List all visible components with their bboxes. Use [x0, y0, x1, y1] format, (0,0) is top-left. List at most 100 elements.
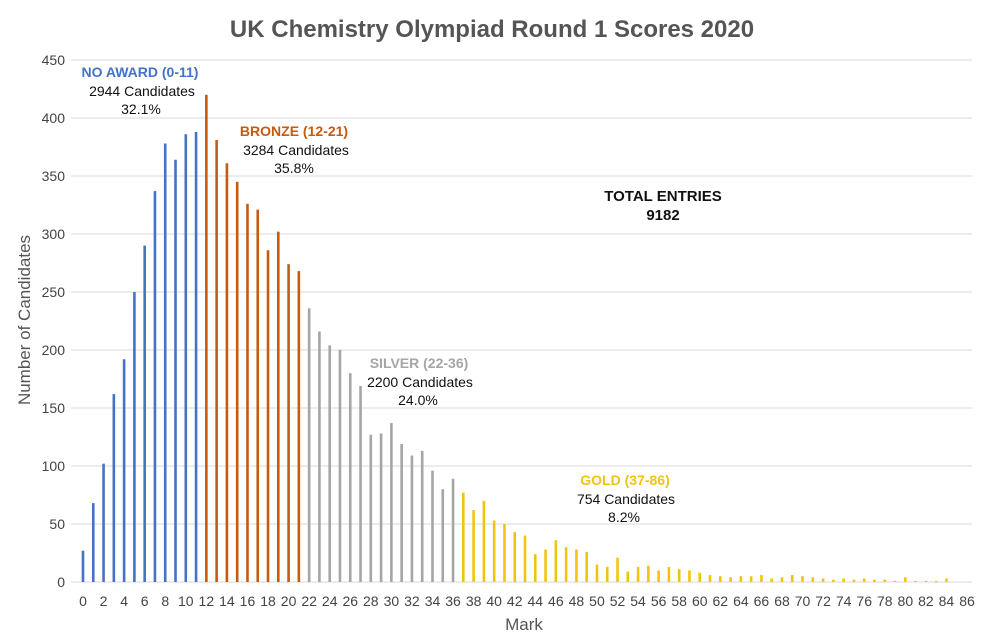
bar-mark-84	[945, 578, 948, 582]
x-tick-label: 78	[877, 593, 893, 609]
bar-mark-15	[235, 181, 239, 583]
bar-mark-37	[462, 492, 465, 582]
bar-mark-2	[102, 463, 105, 582]
bar-mark-46	[554, 540, 558, 582]
x-tick-label: 28	[363, 593, 379, 609]
no-award-label: NO AWARD (0-11)	[82, 64, 199, 80]
bar-mark-29	[379, 433, 383, 582]
annotation-gold: GOLD (37-86) 754 Candidates 8.2%	[577, 472, 675, 525]
bar-mark-78	[883, 579, 887, 582]
annotation-total: TOTAL ENTRIES 9182	[604, 188, 722, 224]
x-tick-label: 68	[774, 593, 790, 609]
y-tick-label: 300	[42, 226, 66, 242]
bar-mark-8	[163, 143, 167, 582]
bar-mark-12	[205, 94, 208, 583]
x-tick-label: 60	[692, 593, 708, 609]
x-tick-label: 6	[141, 593, 149, 609]
bar-mark-82	[924, 580, 928, 582]
x-tick-label: 40	[486, 593, 502, 609]
y-axis-label: Number of Candidates	[15, 235, 34, 405]
y-tick-label: 100	[42, 458, 66, 474]
bar-mark-41	[503, 524, 506, 582]
bar-mark-57	[667, 566, 671, 582]
y-tick-label: 50	[49, 516, 65, 532]
x-tick-label: 18	[260, 593, 276, 609]
x-tick-label: 48	[569, 593, 585, 609]
bar-mark-69	[790, 575, 794, 582]
x-tick-label: 80	[898, 593, 914, 609]
bar-mark-35	[441, 489, 445, 582]
gold-label: GOLD (37-86)	[580, 472, 669, 488]
bar-mark-81	[914, 580, 917, 582]
bar-mark-28	[369, 434, 373, 582]
bar-mark-0	[81, 550, 85, 582]
y-tick-label: 350	[42, 168, 66, 184]
y-tick-label: 250	[42, 284, 66, 300]
bar-mark-65	[749, 576, 753, 582]
gold-percent: 8.2%	[608, 509, 640, 525]
bar-mark-53	[626, 571, 630, 582]
bronze-percent: 35.8%	[274, 160, 314, 176]
bar-mark-55	[647, 565, 650, 582]
bronze-candidates: 3284 Candidates	[243, 142, 349, 158]
bar-mark-5	[133, 292, 136, 582]
x-tick-label: 14	[219, 593, 235, 609]
x-tick-label: 24	[322, 593, 338, 609]
x-tick-label: 36	[445, 593, 461, 609]
bar-mark-13	[215, 140, 218, 583]
bar-mark-7	[153, 191, 157, 582]
bar-mark-33	[420, 450, 424, 582]
bar-mark-19	[277, 231, 280, 582]
bar-mark-68	[780, 577, 784, 582]
x-tick-label: 26	[342, 593, 358, 609]
bar-mark-24	[328, 345, 331, 582]
y-axis-ticks: 0 50 100 150 200 250 300 350 400 450	[42, 52, 66, 590]
bar-mark-74	[842, 578, 845, 582]
no-award-candidates: 2944 Candidates	[89, 83, 195, 99]
annotation-silver: SILVER (22-36) 2200 Candidates 24.0%	[367, 355, 473, 408]
x-tick-label: 22	[301, 593, 317, 609]
bar-mark-25	[338, 350, 342, 582]
bar-mark-76	[862, 578, 866, 582]
bar-mark-36	[451, 478, 455, 582]
bar-mark-63	[729, 577, 732, 582]
y-tick-label: 400	[42, 110, 66, 126]
x-tick-label: 12	[199, 593, 215, 609]
x-tick-label: 42	[507, 593, 523, 609]
bar-mark-77	[873, 579, 876, 582]
x-tick-label: 34	[425, 593, 441, 609]
bronze-label: BRONZE (12-21)	[240, 123, 348, 139]
bar-mark-23	[318, 331, 321, 582]
x-axis-label: Mark	[505, 615, 543, 634]
bar-mark-70	[801, 576, 804, 582]
x-tick-label: 72	[815, 593, 831, 609]
bar-mark-27	[359, 385, 362, 582]
bar-mark-60	[698, 572, 702, 582]
chart-title: UK Chemistry Olympiad Round 1 Scores 202…	[230, 16, 754, 43]
bar-mark-48	[575, 549, 578, 582]
bar-mark-83	[934, 580, 938, 582]
bar-mark-73	[832, 579, 835, 582]
bar-mark-50	[595, 564, 599, 582]
bar-mark-64	[739, 576, 743, 582]
bar-mark-52	[616, 557, 619, 582]
x-tick-label: 46	[548, 593, 564, 609]
x-tick-label: 56	[651, 593, 667, 609]
x-tick-label: 70	[795, 593, 811, 609]
bar-mark-51	[605, 566, 609, 582]
bar-mark-18	[266, 250, 270, 583]
bar-mark-16	[246, 203, 249, 582]
x-tick-label: 30	[384, 593, 400, 609]
x-tick-label: 8	[161, 593, 169, 609]
x-tick-label: 38	[466, 593, 482, 609]
x-tick-label: 20	[281, 593, 297, 609]
bar-mark-9	[174, 159, 177, 582]
bar-mark-54	[636, 566, 640, 582]
gold-candidates: 754 Candidates	[577, 491, 675, 507]
y-tick-label: 150	[42, 400, 66, 416]
bar-mark-22	[307, 308, 311, 582]
x-tick-label: 82	[918, 593, 934, 609]
bar-mark-26	[348, 373, 352, 582]
x-axis-ticks: 0 2 4 6 8 10 12 14 16 18 20 22 24 26 28 30 32 34 36 38 40 42 4…	[79, 593, 975, 609]
